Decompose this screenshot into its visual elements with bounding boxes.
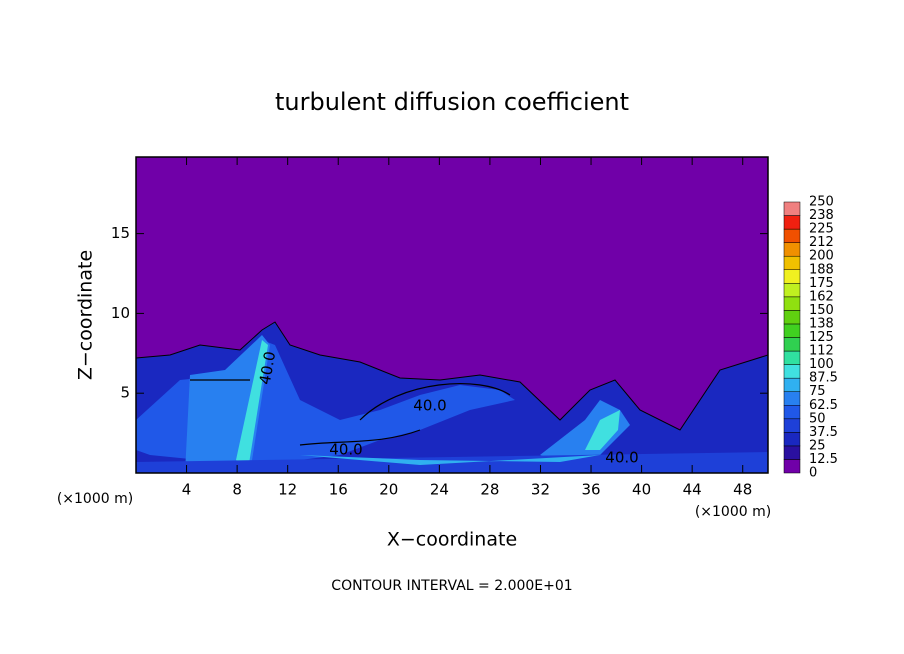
colorbar-band	[783, 445, 801, 460]
contour-label: 40.0	[329, 441, 362, 459]
x-tick-label: 4	[182, 481, 192, 499]
y-tick-label: 15	[111, 224, 130, 242]
colorbar-label: 125	[809, 330, 834, 345]
x-unit: (×1000 m)	[57, 491, 133, 507]
x-tick-label: 40	[632, 481, 651, 499]
colorbar-label: 12.5	[809, 452, 838, 467]
colorbar-label: 175	[809, 276, 834, 291]
colorbar-label: 212	[809, 235, 834, 250]
footer: CONTOUR INTERVAL = 2.000E+01	[331, 578, 572, 594]
colorbar-label: 50	[809, 411, 826, 426]
colorbar-label: 250	[809, 195, 834, 210]
y-tick-label: 10	[111, 304, 130, 322]
colorbar-label: 62.5	[809, 398, 838, 413]
x-tick-label: 36	[581, 481, 600, 499]
x-tick-label: 16	[329, 481, 348, 499]
x-tick-label: 20	[379, 481, 398, 499]
colorbar-band	[783, 323, 801, 338]
colorbar-band	[783, 242, 801, 257]
colorbar-band	[783, 350, 801, 365]
colorbar-band	[783, 255, 801, 271]
plot-frame	[135, 156, 769, 474]
x-tick-label: 8	[232, 481, 242, 499]
colorbar-band	[783, 364, 801, 379]
colorbar-band	[783, 215, 801, 230]
colorbar-label: 75	[809, 384, 826, 399]
x-tick-label: 24	[430, 481, 449, 499]
colorbar-band	[783, 201, 801, 216]
y-tick-label: 5	[120, 384, 130, 402]
x-tick-label: 28	[480, 481, 499, 499]
colorbar-label: 112	[809, 344, 834, 359]
x-axis-label: X−coordinate	[387, 529, 517, 551]
colorbar-band	[783, 228, 801, 243]
colorbar-band	[783, 296, 801, 311]
colorbar-label: 87.5	[809, 371, 838, 386]
colorbar-label: 188	[809, 262, 834, 277]
colorbar-label: 150	[809, 303, 834, 318]
x-tick-label: 12	[278, 481, 297, 499]
colorbar-label: 162	[809, 289, 834, 304]
colorbar-band	[783, 269, 801, 284]
x-tick-label: 44	[683, 481, 702, 499]
colorbar-band	[783, 283, 801, 298]
colorbar-label: 0	[809, 466, 817, 481]
colorbar-band	[783, 337, 801, 352]
colorbar-band	[783, 377, 801, 392]
contour-label: 40.0	[605, 449, 638, 467]
colorbar-label: 25	[809, 438, 826, 453]
y-axis-label: Z−coordinate	[75, 250, 97, 380]
colorbar-band	[783, 418, 801, 433]
contour-label: 40.0	[413, 397, 446, 415]
colorbar-band	[783, 391, 801, 406]
field	[136, 157, 768, 473]
colorbar-label: 37.5	[809, 425, 838, 440]
colorbar-band	[783, 459, 801, 474]
x-unit: (×1000 m)	[695, 504, 771, 520]
colorbar-band	[783, 310, 801, 325]
chart-title: turbulent diffusion coefficient	[275, 88, 629, 116]
colorbar-band	[783, 405, 801, 420]
colorbar-label: 138	[809, 316, 834, 331]
x-tick-label: 32	[531, 481, 550, 499]
contour-label: 40.0	[256, 350, 280, 386]
colorbar-band	[783, 432, 801, 447]
colorbar-label: 200	[809, 249, 834, 264]
colorbar-label: 225	[809, 222, 834, 237]
colorbar-label: 100	[809, 357, 834, 372]
x-tick-label: 48	[733, 481, 752, 499]
colorbar-label: 238	[809, 208, 834, 223]
